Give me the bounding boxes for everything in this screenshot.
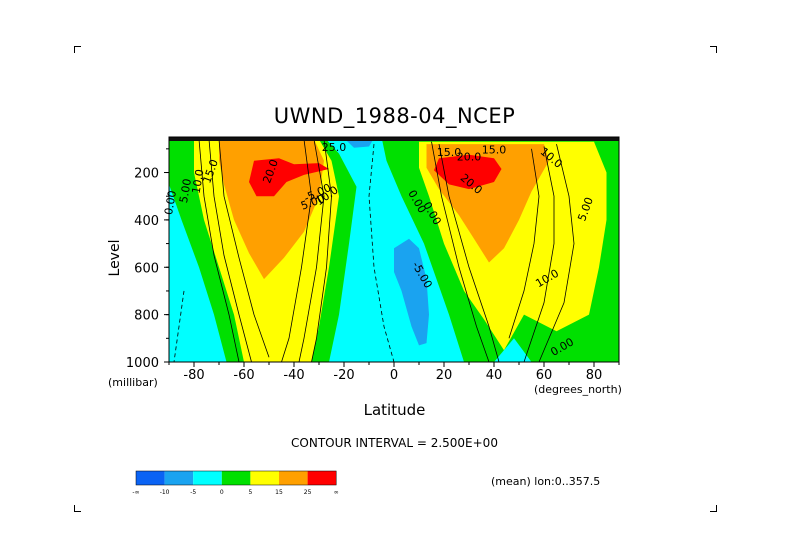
colorbar-label: 25 — [304, 489, 312, 496]
x-tick-label: -40 — [283, 368, 304, 383]
contour-label: 5.00 — [177, 178, 194, 204]
x-axis-label: Latitude — [363, 401, 426, 419]
x-tick-label: -60 — [233, 368, 254, 383]
contour-line-negative — [173, 290, 185, 363]
y-tick-label: 400 — [134, 214, 159, 229]
colorbar-swatch — [250, 471, 279, 485]
colorbar-swatch — [221, 471, 251, 485]
contour-line — [298, 139, 325, 363]
colorbar-swatch — [279, 471, 308, 485]
colorbar-label: 15 — [275, 489, 283, 496]
colorbar: -∞ -10 -5 0 5 15 25 ∞ — [132, 470, 339, 496]
contour-label: 15.0 — [437, 146, 462, 159]
y-tick-label: 800 — [134, 309, 159, 324]
corner-mark-bottom-left — [74, 505, 81, 512]
y-tick-label: 200 — [134, 167, 159, 182]
contour-fill — [434, 154, 502, 190]
y-tick-label: 600 — [134, 261, 159, 276]
contour-line — [208, 139, 252, 363]
y-axis-ticks: 200 400 600 800 1000 — [126, 148, 169, 371]
contour-label: 10.0 — [190, 168, 207, 194]
contour-line — [218, 139, 270, 358]
contour-fill — [394, 238, 429, 346]
x-tick-label: -20 — [333, 368, 354, 383]
averaging-note: (mean) lon:0..357.5 — [491, 475, 601, 488]
colorbar-label: -∞ — [132, 489, 139, 496]
x-axis-units: (degrees_north) — [534, 383, 622, 396]
contour-line — [281, 139, 312, 363]
colorbar-label: 0 — [220, 489, 224, 496]
contour-fills — [169, 137, 619, 362]
contour-line — [198, 139, 240, 363]
x-tick-label: 80 — [586, 368, 603, 383]
x-tick-label: 0 — [390, 368, 398, 383]
contour-lines — [169, 137, 619, 363]
colorbar-swatch — [307, 471, 337, 485]
colorbar-swatch — [164, 471, 194, 485]
contour-line — [431, 141, 490, 363]
corner-mark-bottom-right — [710, 505, 717, 512]
chart-title: UWND_1988-04_NCEP — [273, 104, 516, 128]
x-axis-ticks: -80 -60 -40 -20 0 20 40 60 80 — [168, 362, 620, 383]
colorbar-label: -10 — [160, 489, 170, 496]
y-axis-units: (millibar) — [108, 376, 158, 389]
colorbar-swatch — [193, 471, 222, 485]
x-tick-label: 40 — [486, 368, 503, 383]
y-axis-label: Level — [107, 239, 123, 277]
corner-mark-top-left — [74, 46, 81, 53]
contour-label: 15.0 — [482, 144, 507, 157]
contour-label: 20.0 — [457, 151, 482, 164]
x-tick-label: 20 — [436, 368, 453, 383]
colorbar-label: 5 — [248, 489, 252, 496]
contour-fill — [249, 158, 329, 197]
colorbar-swatch — [136, 471, 165, 485]
contour-line — [311, 139, 332, 363]
colorbar-frame — [135, 470, 337, 486]
contour-line — [508, 148, 540, 339]
x-tick-label: 60 — [536, 368, 553, 383]
x-tick-label: -80 — [183, 368, 204, 383]
colorbar-label: -5 — [190, 489, 196, 496]
colorbar-label: ∞ — [334, 489, 339, 496]
contour-line — [438, 144, 500, 363]
contour-label: 25.0 — [322, 141, 347, 154]
y-tick-label: 1000 — [126, 356, 159, 371]
top-edge-band — [169, 137, 619, 141]
corner-mark-top-right — [710, 46, 717, 53]
contour-line — [523, 146, 555, 363]
contour-interval-note: CONTOUR INTERVAL = 2.500E+00 — [291, 436, 498, 450]
contour-line — [538, 144, 575, 363]
